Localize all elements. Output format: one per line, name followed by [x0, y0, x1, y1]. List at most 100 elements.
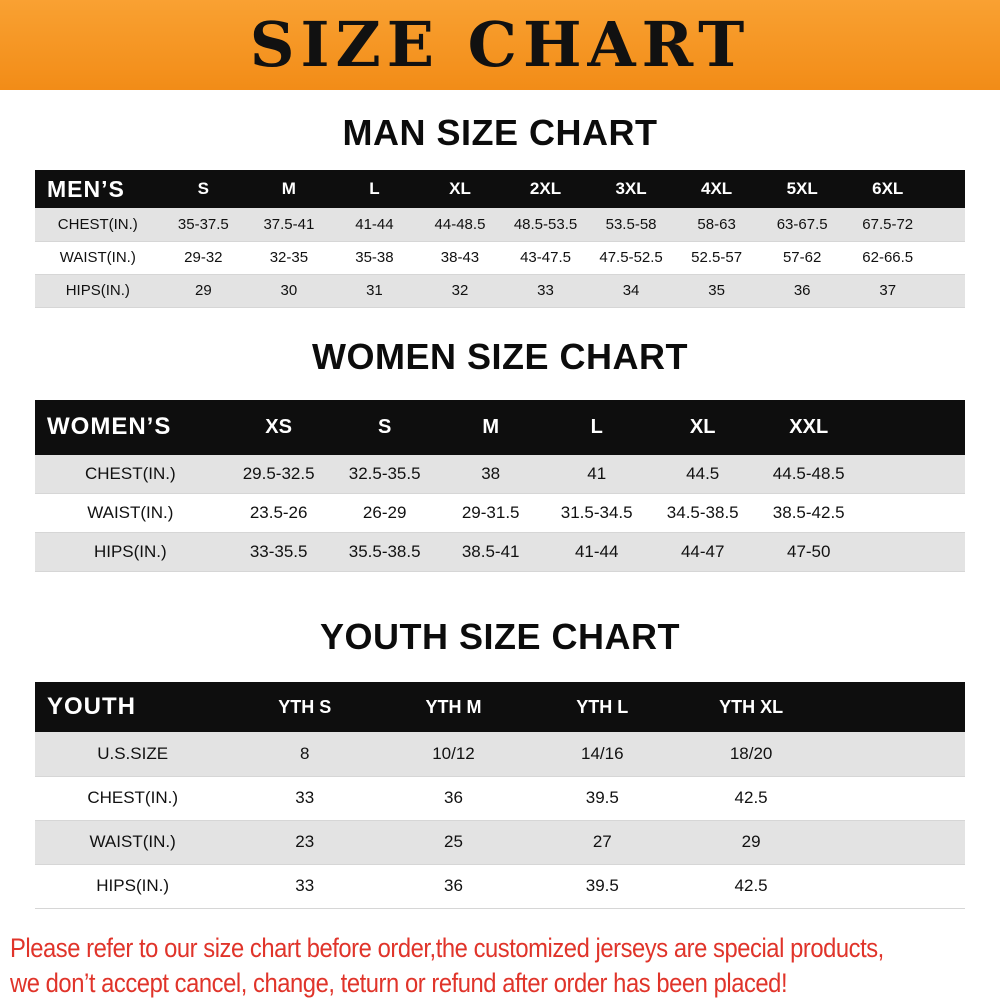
size-column-header: L [332, 170, 418, 208]
size-chart-title: SIZE CHART [250, 14, 750, 76]
spacer-cell [825, 682, 965, 732]
size-value-cell: 35-37.5 [161, 208, 247, 241]
table-row: WAIST(IN.) 29-32 32-35 35-38 38-43 43-47… [35, 241, 965, 274]
size-value-cell: 39.5 [528, 776, 677, 820]
size-value-cell: 39.5 [528, 864, 677, 908]
spacer-cell [825, 820, 965, 864]
size-column-header: L [544, 400, 650, 455]
spacer-cell [930, 170, 965, 208]
size-value-cell: 58-63 [674, 208, 760, 241]
size-value-cell: 32.5-35.5 [332, 455, 438, 494]
size-value-cell: 42.5 [677, 864, 826, 908]
size-value-cell: 29 [677, 820, 826, 864]
spacer-cell [825, 864, 965, 908]
size-value-cell: 34 [588, 274, 674, 307]
size-column-header: 6XL [845, 170, 931, 208]
size-value-cell: 41-44 [544, 533, 650, 572]
size-value-cell: 30 [246, 274, 332, 307]
women-header-row: WOMEN’S XS S M L XL XXL [35, 400, 965, 455]
size-value-cell: 37.5-41 [246, 208, 332, 241]
youth-size-chart-heading: YOUTH SIZE CHART [0, 616, 1000, 658]
size-chart-banner: SIZE CHART [0, 0, 1000, 90]
spacer-cell [930, 208, 965, 241]
size-value-cell: 38.5-41 [438, 533, 544, 572]
size-value-cell: 32-35 [246, 241, 332, 274]
size-value-cell: 67.5-72 [845, 208, 931, 241]
size-value-cell: 33-35.5 [226, 533, 332, 572]
table-row: U.S.SIZE 8 10/12 14/16 18/20 [35, 732, 965, 776]
youth-size-table: YOUTH YTH S YTH M YTH L YTH XL U.S.SIZE … [35, 682, 965, 909]
size-value-cell: 53.5-58 [588, 208, 674, 241]
size-value-cell: 31.5-34.5 [544, 494, 650, 533]
size-value-cell: 14/16 [528, 732, 677, 776]
table-row: WAIST(IN.) 23 25 27 29 [35, 820, 965, 864]
table-row: CHEST(IN.) 29.5-32.5 32.5-35.5 38 41 44.… [35, 455, 965, 494]
size-column-header: 4XL [674, 170, 760, 208]
size-value-cell: 23.5-26 [226, 494, 332, 533]
size-column-header: XL [417, 170, 503, 208]
row-label: HIPS(IN.) [35, 864, 230, 908]
size-value-cell: 38 [438, 455, 544, 494]
size-value-cell: 44.5-48.5 [756, 455, 862, 494]
spacer-cell [862, 533, 965, 572]
size-value-cell: 42.5 [677, 776, 826, 820]
size-value-cell: 29 [161, 274, 247, 307]
size-value-cell: 38-43 [417, 241, 503, 274]
women-size-table: WOMEN’S XS S M L XL XXL CHEST(IN.) 29.5-… [35, 400, 965, 573]
size-column-header: YTH S [230, 682, 379, 732]
table-row: HIPS(IN.) 33-35.5 35.5-38.5 38.5-41 41-4… [35, 533, 965, 572]
spacer-cell [930, 241, 965, 274]
size-value-cell: 47-50 [756, 533, 862, 572]
size-value-cell: 8 [230, 732, 379, 776]
row-label: HIPS(IN.) [35, 533, 226, 572]
size-value-cell: 26-29 [332, 494, 438, 533]
row-label: HIPS(IN.) [35, 274, 161, 307]
disclaimer-line-2: we don’t accept cancel, change, teturn o… [10, 966, 872, 1002]
size-value-cell: 44-48.5 [417, 208, 503, 241]
size-column-header: M [246, 170, 332, 208]
size-value-cell: 43-47.5 [503, 241, 589, 274]
size-value-cell: 35-38 [332, 241, 418, 274]
man-size-chart-heading: MAN SIZE CHART [0, 112, 1000, 154]
size-value-cell: 52.5-57 [674, 241, 760, 274]
size-column-header: 3XL [588, 170, 674, 208]
size-value-cell: 37 [845, 274, 931, 307]
spacer-cell [825, 732, 965, 776]
spacer-cell [825, 776, 965, 820]
size-column-header: S [161, 170, 247, 208]
size-column-header: 5XL [759, 170, 845, 208]
size-value-cell: 33 [230, 864, 379, 908]
row-label: CHEST(IN.) [35, 455, 226, 494]
size-value-cell: 41-44 [332, 208, 418, 241]
size-value-cell: 36 [759, 274, 845, 307]
row-label: WAIST(IN.) [35, 494, 226, 533]
size-value-cell: 44.5 [650, 455, 756, 494]
size-value-cell: 35.5-38.5 [332, 533, 438, 572]
size-value-cell: 48.5-53.5 [503, 208, 589, 241]
size-column-header: YTH L [528, 682, 677, 732]
size-column-header: XXL [756, 400, 862, 455]
men-header-row: MEN’S S M L XL 2XL 3XL 4XL 5XL 6XL [35, 170, 965, 208]
size-value-cell: 41 [544, 455, 650, 494]
size-value-cell: 34.5-38.5 [650, 494, 756, 533]
size-value-cell: 23 [230, 820, 379, 864]
size-value-cell: 44-47 [650, 533, 756, 572]
men-table-label: MEN’S [35, 170, 161, 208]
row-label: WAIST(IN.) [35, 820, 230, 864]
size-value-cell: 32 [417, 274, 503, 307]
size-value-cell: 63-67.5 [759, 208, 845, 241]
size-value-cell: 36 [379, 776, 528, 820]
size-column-header: 2XL [503, 170, 589, 208]
women-table-label: WOMEN’S [35, 400, 226, 455]
size-value-cell: 10/12 [379, 732, 528, 776]
table-row: WAIST(IN.) 23.5-26 26-29 29-31.5 31.5-34… [35, 494, 965, 533]
size-value-cell: 62-66.5 [845, 241, 931, 274]
size-value-cell: 31 [332, 274, 418, 307]
row-label: CHEST(IN.) [35, 208, 161, 241]
size-value-cell: 27 [528, 820, 677, 864]
size-value-cell: 29.5-32.5 [226, 455, 332, 494]
youth-header-row: YOUTH YTH S YTH M YTH L YTH XL [35, 682, 965, 732]
size-column-header: M [438, 400, 544, 455]
size-value-cell: 25 [379, 820, 528, 864]
men-size-table: MEN’S S M L XL 2XL 3XL 4XL 5XL 6XL CHEST… [35, 170, 965, 308]
